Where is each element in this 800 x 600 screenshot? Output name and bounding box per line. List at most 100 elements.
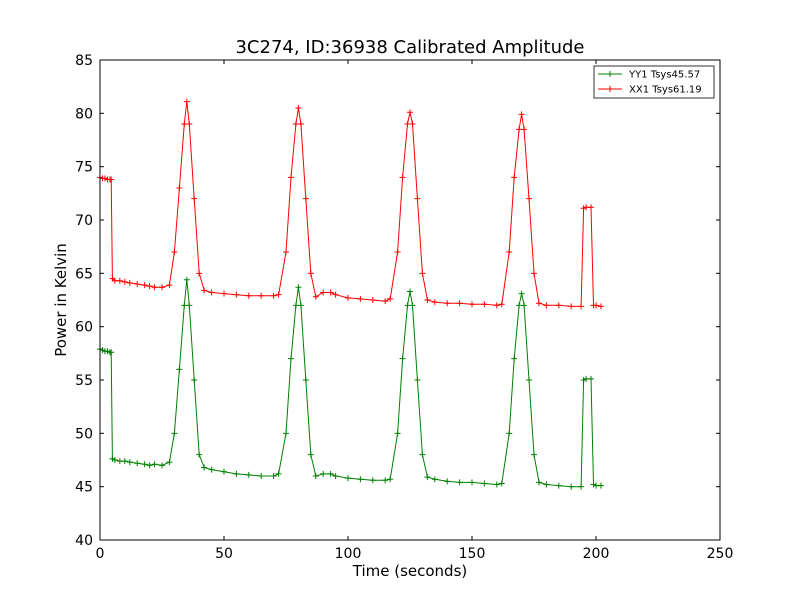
legend-label: YY1 Tsys45.57 xyxy=(628,70,700,81)
data-point xyxy=(327,470,334,477)
data-point xyxy=(555,482,562,489)
data-point xyxy=(258,292,265,299)
data-point xyxy=(208,466,215,473)
plot-frame xyxy=(99,59,721,541)
data-point xyxy=(399,355,406,362)
data-point xyxy=(297,302,304,309)
data-point xyxy=(121,458,128,465)
y-tick-label: 80 xyxy=(75,106,93,122)
data-point xyxy=(506,430,513,437)
data-point xyxy=(233,291,240,298)
data-point xyxy=(531,270,537,277)
data-point xyxy=(357,295,364,302)
data-point xyxy=(186,121,193,127)
data-point xyxy=(588,204,595,211)
data-point xyxy=(327,289,334,296)
data-point xyxy=(394,430,401,437)
data-point xyxy=(424,297,431,303)
data-point xyxy=(521,126,528,133)
data-point xyxy=(121,278,128,285)
data-point xyxy=(409,302,416,309)
data-point xyxy=(345,475,351,482)
data-point xyxy=(283,430,289,437)
data-point xyxy=(493,302,500,309)
data-point xyxy=(302,195,309,202)
data-point xyxy=(526,377,533,383)
x-tick-label: 150 xyxy=(459,546,486,562)
data-point xyxy=(498,301,505,308)
data-point xyxy=(535,300,542,307)
data-point xyxy=(597,482,604,489)
data-point xyxy=(151,284,158,291)
legend-entry: YY1 Tsys45.57 xyxy=(598,70,700,81)
data-point xyxy=(201,287,208,294)
data-point xyxy=(387,295,394,302)
y-tick-label: 65 xyxy=(75,266,93,282)
data-point xyxy=(320,470,327,477)
plot-area xyxy=(100,60,720,540)
x-tick-label: 250 xyxy=(707,546,734,562)
data-point xyxy=(275,291,282,298)
data-point xyxy=(568,483,575,490)
data-point xyxy=(287,355,294,362)
data-point xyxy=(414,377,421,383)
data-point xyxy=(201,464,208,471)
data-point xyxy=(419,270,426,277)
x-tick-label: 200 xyxy=(583,546,610,562)
data-point xyxy=(414,195,421,202)
series-0 xyxy=(97,276,604,490)
data-point xyxy=(221,468,227,475)
data-point xyxy=(108,349,115,356)
legend-label: XX1 Tsys61.19 xyxy=(629,85,702,96)
data-point xyxy=(518,111,525,118)
data-point xyxy=(183,276,190,283)
data-point xyxy=(287,174,294,181)
data-point xyxy=(345,294,351,301)
data-point xyxy=(134,460,141,467)
data-point xyxy=(116,277,123,284)
data-point xyxy=(399,174,406,181)
data-point xyxy=(407,109,413,116)
data-point xyxy=(481,301,488,308)
data-point xyxy=(511,355,518,362)
x-tick-label: 100 xyxy=(335,546,362,562)
data-point xyxy=(407,288,413,295)
data-point xyxy=(555,302,562,309)
data-point xyxy=(221,290,227,297)
data-point xyxy=(171,249,178,255)
chart-title: 3C274, ID:36938 Calibrated Amplitude xyxy=(235,37,584,58)
data-point xyxy=(444,478,451,485)
data-point xyxy=(196,451,203,458)
data-point xyxy=(469,301,475,308)
data-point xyxy=(307,451,314,458)
data-point xyxy=(307,270,314,277)
y-tick-label: 75 xyxy=(75,160,93,176)
x-tick-label: 0 xyxy=(96,546,105,562)
data-point xyxy=(297,121,304,127)
y-tick-label: 85 xyxy=(75,53,93,69)
data-point xyxy=(578,303,585,310)
data-point xyxy=(531,451,537,458)
y-tick-label: 55 xyxy=(75,373,93,389)
data-point xyxy=(456,300,463,307)
legend-entry: XX1 Tsys61.19 xyxy=(598,85,702,96)
data-point xyxy=(126,459,133,466)
data-point xyxy=(369,297,376,303)
data-point xyxy=(141,461,148,468)
data-point xyxy=(369,477,376,484)
data-point xyxy=(270,473,277,479)
data-point xyxy=(159,462,165,469)
data-point xyxy=(146,283,153,290)
data-point xyxy=(568,303,575,310)
y-tick-label: 50 xyxy=(75,426,93,442)
data-point xyxy=(588,375,595,382)
data-point xyxy=(176,185,183,191)
data-point xyxy=(151,461,158,468)
data-point xyxy=(171,430,178,437)
data-point xyxy=(166,459,173,466)
data-point xyxy=(597,303,604,310)
legend-marker xyxy=(607,86,613,92)
data-point xyxy=(593,302,599,309)
data-point xyxy=(196,270,203,277)
data-point xyxy=(526,195,533,202)
